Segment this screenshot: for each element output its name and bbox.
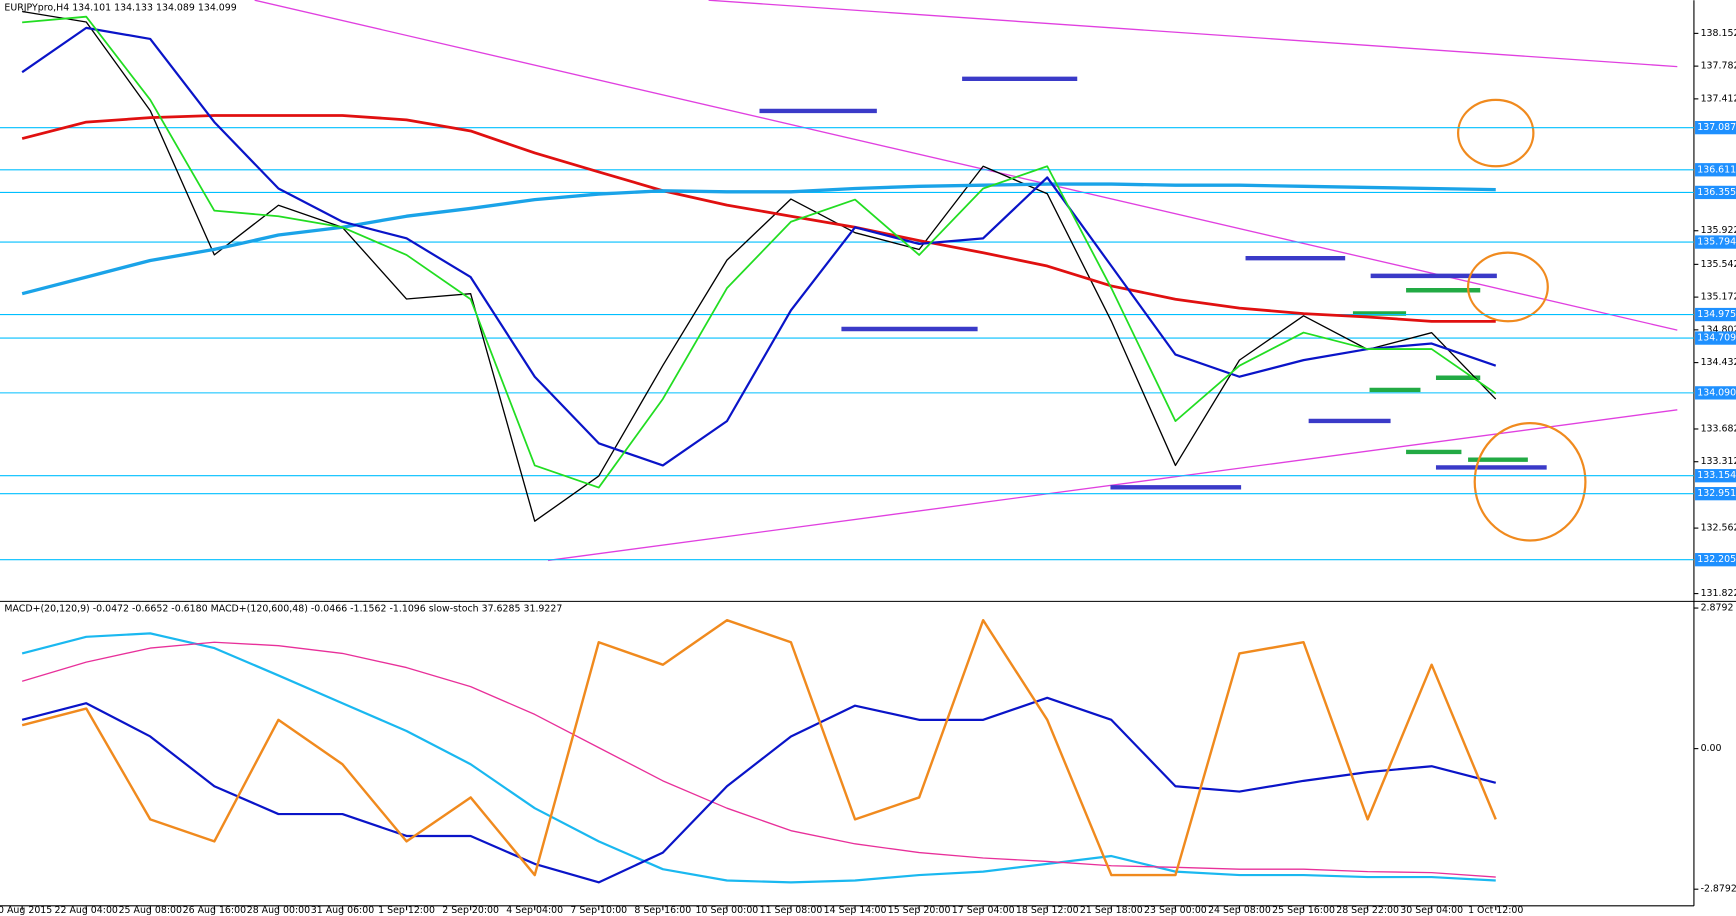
x-tick-label: 11 Sep 08:00 <box>760 905 823 916</box>
level-label-box <box>1695 469 1736 483</box>
series-line <box>21 114 1496 323</box>
y-tick-label: 134.432 <box>1701 357 1736 368</box>
x-tick-label: 25 Aug 08:00 <box>119 905 182 916</box>
series-line <box>21 632 1496 884</box>
x-tick-label: 22 Aug 04:00 <box>54 905 117 916</box>
highlight-circle <box>1466 251 1549 323</box>
x-tick-label: 21 Sep 18:00 <box>1080 905 1143 916</box>
level-label: 135.794 <box>1697 237 1736 248</box>
level-label-box <box>1695 487 1736 501</box>
annotations <box>254 0 1678 562</box>
x-tick-label: 28 Aug 00:00 <box>247 905 310 916</box>
x-tick-label: 20 Aug 2015 <box>0 905 52 916</box>
trend-line <box>708 0 1678 68</box>
level-label: 134.975 <box>1697 309 1736 320</box>
level-label-box <box>1695 386 1736 400</box>
x-tick-label: 24 Sep 08:00 <box>1208 905 1271 916</box>
level-label: 136.355 <box>1697 187 1736 198</box>
chart-header: EURJPYpro,H4 134.101 134.133 134.089 134… <box>4 2 236 13</box>
y-tick-label: 134.802 <box>1701 324 1736 335</box>
y-tick-label: 2.8792 <box>1701 603 1734 614</box>
level-label: 134.709 <box>1697 333 1736 344</box>
highlight-circle <box>1473 422 1587 542</box>
series-line <box>21 696 1497 884</box>
x-tick-label: 25 Sep 16:00 <box>1272 905 1335 916</box>
level-label: 137.087 <box>1697 122 1736 133</box>
level-label: 136.611 <box>1697 164 1736 175</box>
x-tick-label: 18 Sep 12:00 <box>1016 905 1079 916</box>
y-tick-label: 132.562 <box>1701 523 1736 534</box>
x-tick-label: 31 Aug 06:00 <box>311 905 374 916</box>
y-tick-label: 0.00 <box>1701 743 1722 754</box>
highlight-circle <box>1457 98 1535 168</box>
x-tick-label: 4 Sep 04:00 <box>506 905 563 916</box>
x-tick-label: 7 Sep 10:00 <box>570 905 627 916</box>
y-tick-label: 131.822 <box>1701 588 1736 599</box>
y-tick-label: 133.312 <box>1701 456 1736 467</box>
level-label-box <box>1695 553 1736 567</box>
y-tick-label: 135.542 <box>1701 259 1736 270</box>
series-line <box>21 641 1496 878</box>
x-tick-label: 15 Sep 20:00 <box>888 905 951 916</box>
y-tick-label: 138.152 <box>1701 28 1736 39</box>
level-label-box <box>1695 120 1736 135</box>
level-label: 133.154 <box>1697 470 1736 481</box>
level-label-box <box>1695 185 1736 200</box>
y-tick-label: 135.922 <box>1701 225 1736 236</box>
indicator-header: MACD+(20,120,9) -0.0472 -0.6652 -0.6180 … <box>4 604 562 615</box>
level-label-box <box>1695 307 1736 322</box>
y-tick-label: 137.782 <box>1701 61 1736 72</box>
y-tick-label: 137.412 <box>1701 93 1736 104</box>
level-label-box <box>1695 331 1736 345</box>
series-line <box>22 10 1497 522</box>
level-label-box <box>1695 235 1736 249</box>
x-tick-label: 17 Sep 04:00 <box>952 905 1015 916</box>
x-tick-label: 30 Sep 04:00 <box>1400 905 1463 916</box>
level-label: 132.951 <box>1697 488 1736 499</box>
level-label: 132.205 <box>1697 554 1736 565</box>
x-tick-label: 2 Sep 20:00 <box>442 905 499 916</box>
x-tick-label: 28 Sep 22:00 <box>1336 905 1399 916</box>
y-tick-label: 135.172 <box>1701 292 1736 303</box>
x-tick-label: 1 Oct 12:00 <box>1468 905 1523 916</box>
y-tick-label: -2.8792 <box>1701 884 1736 895</box>
x-tick-label: 26 Aug 16:00 <box>183 905 246 916</box>
x-tick-label: 10 Sep 00:00 <box>696 905 759 916</box>
series-line <box>22 15 1497 489</box>
series-line <box>21 618 1497 877</box>
x-tick-label: 8 Sep 16:00 <box>634 905 691 916</box>
level-label: 134.090 <box>1697 387 1736 398</box>
level-label-box <box>1695 163 1736 177</box>
y-tick-label: 133.682 <box>1701 423 1736 434</box>
series-line <box>21 182 1496 296</box>
x-tick-label: 23 Sep 00:00 <box>1144 905 1207 916</box>
series-line <box>21 26 1497 467</box>
x-tick-label: 14 Sep 14:00 <box>824 905 887 916</box>
x-tick-label: 1 Sep 12:00 <box>378 905 435 916</box>
